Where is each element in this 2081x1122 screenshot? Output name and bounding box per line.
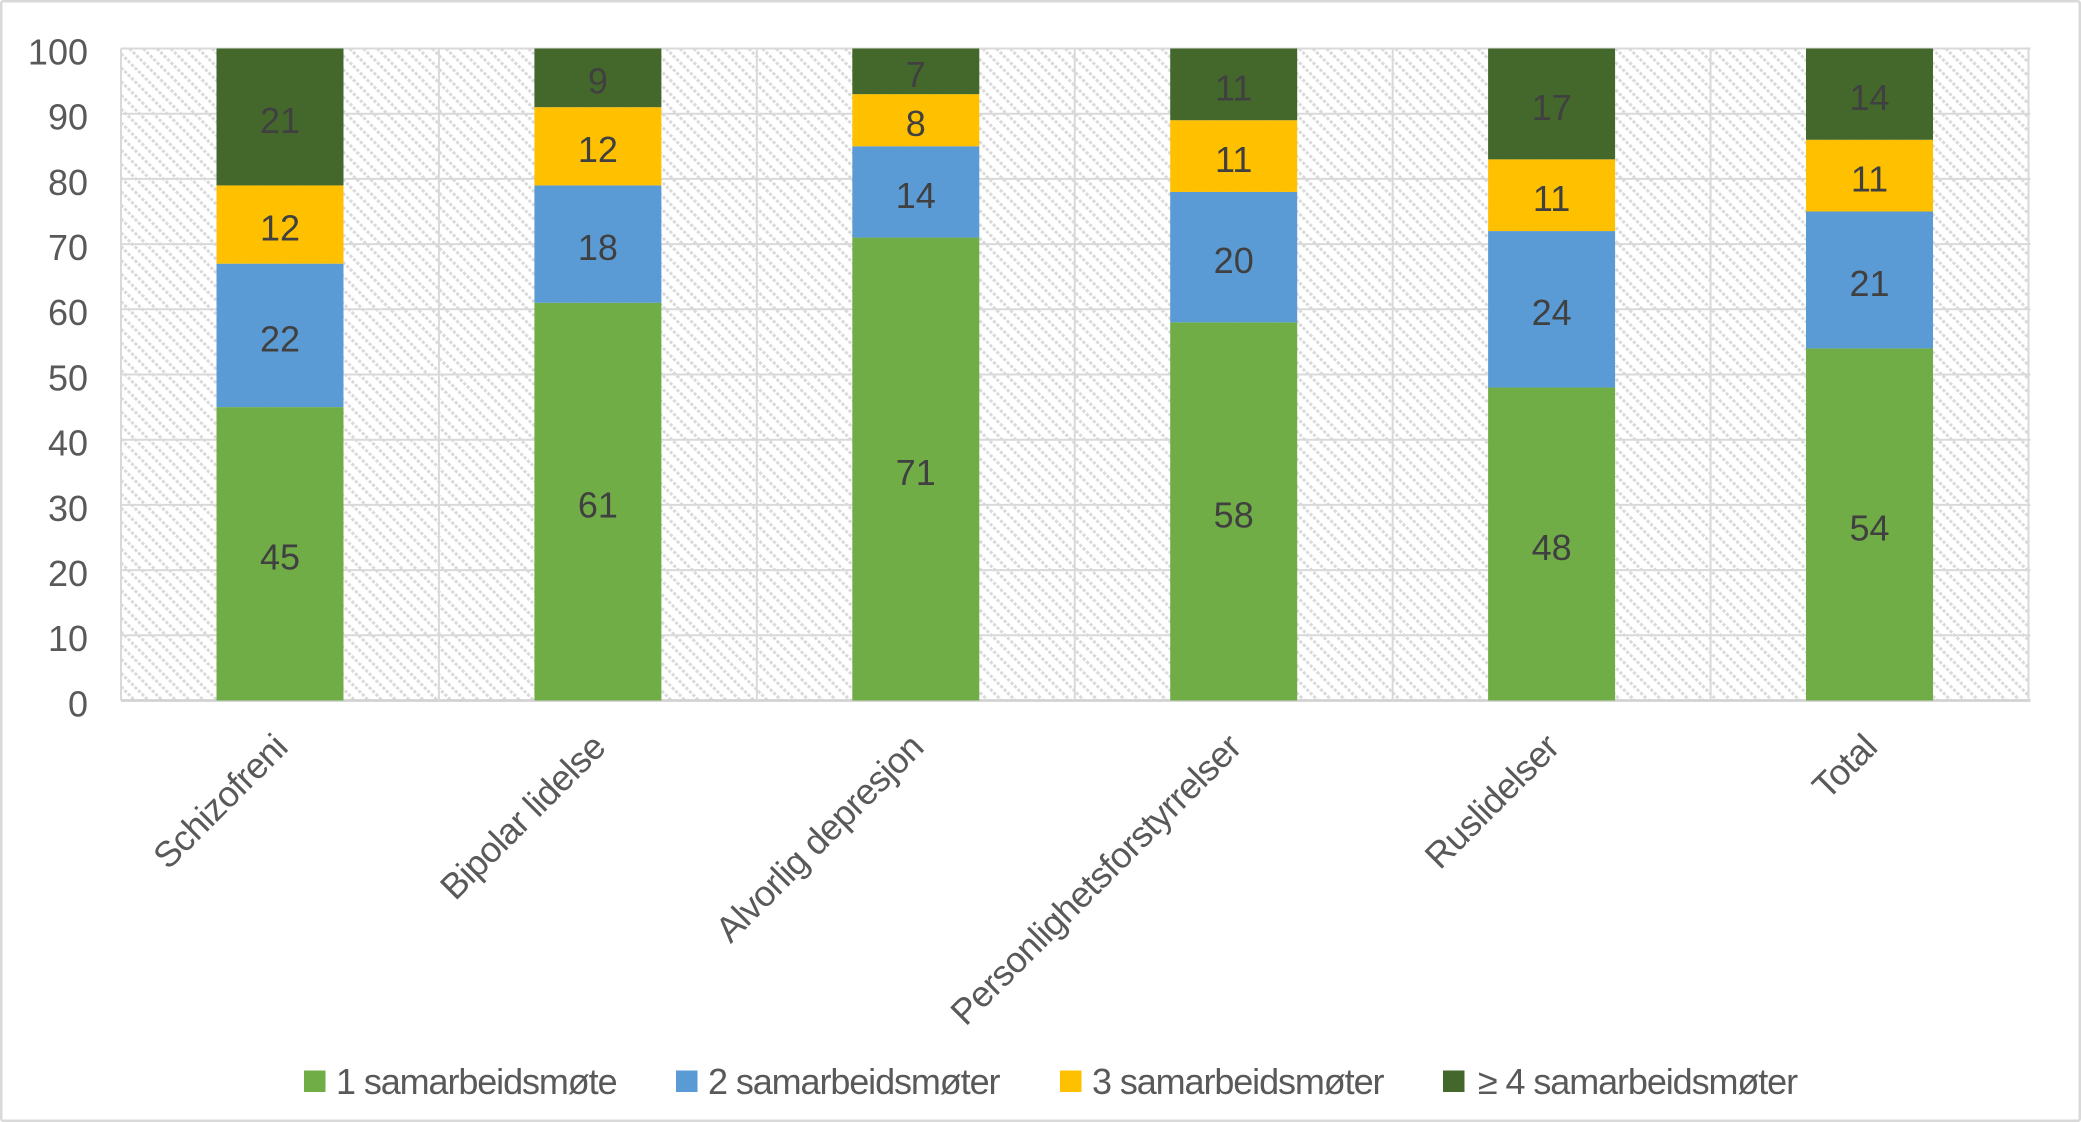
svg-text:50: 50 [48, 357, 88, 398]
svg-text:45: 45 [260, 537, 300, 578]
svg-text:30: 30 [48, 488, 88, 529]
svg-text:48: 48 [1532, 527, 1572, 568]
svg-text:3 samarbeidsmøter: 3 samarbeidsmøter [1092, 1061, 1385, 1102]
svg-text:0: 0 [68, 683, 88, 724]
svg-text:60: 60 [48, 292, 88, 333]
svg-text:14: 14 [1849, 77, 1889, 118]
svg-text:18: 18 [578, 227, 618, 268]
svg-text:2 samarbeidsmøter: 2 samarbeidsmøter [708, 1061, 1001, 1102]
svg-text:70: 70 [48, 227, 88, 268]
svg-text:24: 24 [1532, 292, 1572, 333]
svg-text:17: 17 [1532, 87, 1572, 128]
svg-text:12: 12 [578, 129, 618, 170]
svg-text:80: 80 [48, 162, 88, 203]
svg-text:90: 90 [48, 97, 88, 138]
svg-text:21: 21 [260, 100, 300, 141]
svg-text:11: 11 [1215, 139, 1252, 180]
svg-text:8: 8 [906, 103, 926, 144]
svg-text:12: 12 [260, 207, 300, 248]
svg-text:10: 10 [48, 618, 88, 659]
svg-text:11: 11 [1851, 159, 1888, 200]
svg-text:14: 14 [896, 175, 936, 216]
svg-text:22: 22 [260, 318, 300, 359]
svg-text:9: 9 [588, 61, 608, 102]
svg-text:61: 61 [578, 485, 618, 526]
svg-text:11: 11 [1533, 178, 1570, 219]
svg-text:7: 7 [906, 54, 926, 95]
svg-text:100: 100 [28, 31, 88, 72]
svg-text:20: 20 [1214, 240, 1254, 281]
svg-text:21: 21 [1849, 263, 1889, 304]
svg-text:58: 58 [1214, 494, 1254, 535]
svg-text:54: 54 [1849, 507, 1889, 548]
svg-text:40: 40 [48, 423, 88, 464]
svg-text:20: 20 [48, 553, 88, 594]
svg-text:≥ 4 samarbeidsmøter: ≥ 4 samarbeidsmøter [1478, 1061, 1798, 1102]
svg-text:11: 11 [1215, 67, 1252, 108]
svg-text:1 samarbeidsmøte: 1 samarbeidsmøte [336, 1061, 617, 1102]
svg-text:71: 71 [896, 452, 936, 493]
